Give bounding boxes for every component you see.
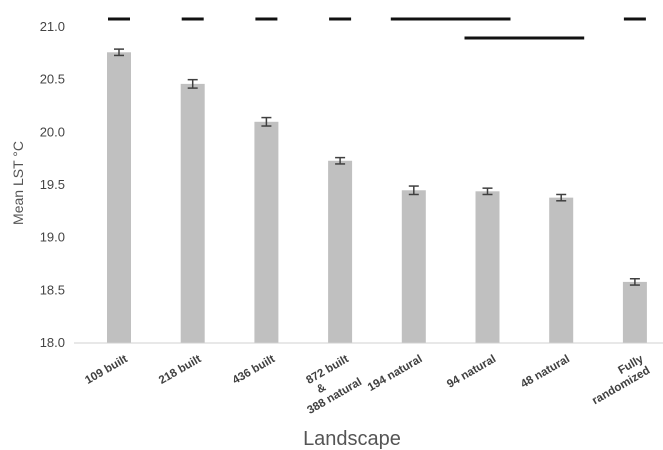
y-axis-title: Mean LST °C xyxy=(10,141,26,225)
bars xyxy=(107,52,647,343)
error-bars xyxy=(114,48,640,286)
y-tick-label: 19.0 xyxy=(40,230,65,245)
x-axis-categories: 109 built 218 built 436 built 872 built&388… xyxy=(83,353,652,417)
x-category-label: 194 natural xyxy=(366,353,425,394)
y-axis-ticks: 18.0 18.5 19.0 19.5 20.0 20.5 21.0 xyxy=(40,19,65,350)
error-bar xyxy=(261,116,272,127)
bar xyxy=(622,281,647,343)
bar xyxy=(107,52,131,343)
x-category-label: 109 built xyxy=(83,353,130,387)
y-tick-label: 20.5 xyxy=(40,72,65,87)
x-category-label: 436 built xyxy=(231,353,278,387)
error-bar xyxy=(629,277,640,286)
error-bar xyxy=(187,78,198,89)
x-category-label: 218 built xyxy=(157,353,204,387)
significance-lines xyxy=(108,17,646,40)
bar xyxy=(254,121,279,343)
error-bar xyxy=(556,193,567,202)
x-category-label: 872 built&388 natural xyxy=(292,353,364,417)
bar xyxy=(475,191,500,343)
x-category-label: 48 natural xyxy=(519,353,572,391)
x-category-label: Fullyrandomized xyxy=(584,353,653,407)
error-bar xyxy=(114,48,124,57)
bar xyxy=(401,190,426,343)
bar xyxy=(180,83,205,343)
x-axis-title: Landscape xyxy=(303,428,401,450)
y-tick-label: 21.0 xyxy=(40,19,65,34)
y-tick-label: 18.5 xyxy=(40,282,65,297)
error-bar xyxy=(335,156,346,165)
bar xyxy=(328,160,353,343)
x-category-label: 94 natural xyxy=(445,353,498,391)
bar xyxy=(549,197,574,343)
y-tick-label: 20.0 xyxy=(40,124,65,139)
error-bar xyxy=(482,187,493,196)
y-tick-label: 18.0 xyxy=(40,335,65,350)
error-bar xyxy=(408,185,419,196)
y-tick-label: 19.5 xyxy=(40,177,65,192)
